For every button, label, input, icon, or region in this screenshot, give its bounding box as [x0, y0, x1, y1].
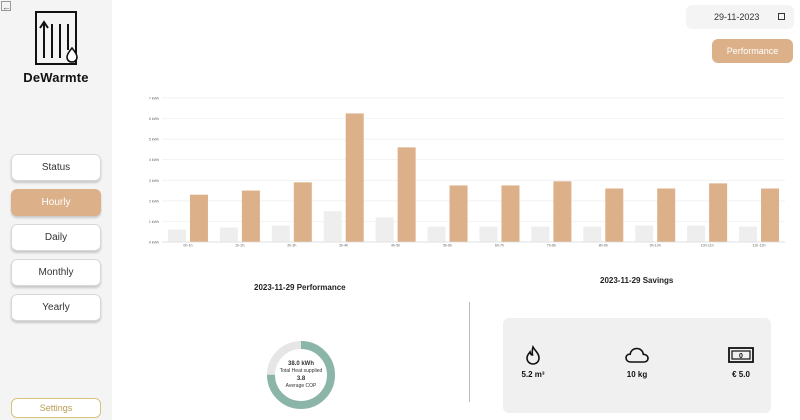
- x-tick-label: 8h-9h: [599, 244, 608, 248]
- bar-series-1: [167, 229, 186, 242]
- bar-series-2: [449, 185, 468, 242]
- x-tick-label: 11h-12h: [753, 244, 766, 248]
- x-tick-label: 9h-10h: [650, 244, 661, 248]
- section-divider: [469, 302, 470, 402]
- bar-series-2: [345, 113, 364, 242]
- co2-saving: 10 kg: [607, 345, 667, 379]
- hourly-energy-chart: 0 kWh 1 kWh 2 kWh 3 kWh 4 kWh 5 kWh 6 kWh 7 kWh…: [149, 97, 785, 248]
- nav-daily-button[interactable]: Daily: [11, 224, 101, 251]
- bar-series-2: [241, 190, 260, 242]
- performance-button[interactable]: Performance: [712, 39, 793, 63]
- date-picker[interactable]: 29-11-2023: [686, 5, 794, 29]
- x-tick-label: 7h-8h: [547, 244, 556, 248]
- bar-series-2: [657, 188, 676, 242]
- donut-labels: 38.0 kWh Total Heat supplied 3.8 Average…: [266, 340, 336, 410]
- performance-donut: [267, 341, 335, 409]
- y-tick-label: 4 kWh: [149, 158, 159, 162]
- nav-yearly-button[interactable]: Yearly: [11, 294, 101, 321]
- x-tick-label: 2h-3h: [287, 244, 296, 248]
- y-tick-label: 5 kWh: [149, 138, 159, 142]
- bar-series-2: [553, 181, 572, 242]
- total-heat-label: Total Heat supplied: [279, 368, 323, 375]
- bar-series-1: [583, 226, 602, 242]
- total-heat-value: 38.0 kWh: [287, 361, 314, 368]
- settings-button[interactable]: Settings: [11, 398, 101, 418]
- y-tick-label: 0 kWh: [149, 241, 159, 245]
- bar-series-2: [709, 183, 728, 242]
- bar-series-1: [531, 226, 550, 242]
- savings-card: 5.2 m³ 10 kg 0 € 5.0: [503, 318, 771, 413]
- y-tick-label: 1 kWh: [149, 220, 159, 224]
- nav-monthly-button[interactable]: Monthly: [11, 259, 101, 286]
- dewarmte-logo-icon: [35, 11, 78, 65]
- date-value: 29-11-2023: [714, 12, 760, 22]
- x-tick-label: 6h-7h: [495, 244, 504, 248]
- co2-saving-value: 10 kg: [626, 370, 648, 379]
- bar-series-2: [761, 188, 780, 242]
- cloud-icon: [625, 347, 649, 363]
- calendar-icon[interactable]: [778, 13, 785, 20]
- bar-series-1: [739, 226, 758, 242]
- bar-series-1: [635, 225, 654, 242]
- back-arrow-icon[interactable]: ←: [1, 1, 11, 12]
- bar-series-2: [189, 194, 208, 242]
- flame-icon: [526, 345, 540, 365]
- x-tick-label: 10h-11h: [701, 244, 714, 248]
- banknote-icon: 0: [728, 347, 754, 363]
- x-tick-label: 3h-4h: [339, 244, 348, 248]
- average-cop-value: 3.8: [296, 376, 306, 382]
- nav-hourly-button[interactable]: Hourly: [11, 189, 101, 216]
- performance-title: 2023-11-29 Performance: [254, 283, 346, 292]
- bar-series-2: [293, 182, 312, 242]
- y-tick-label: 3 kWh: [149, 179, 159, 183]
- svg-text:0: 0: [739, 353, 743, 360]
- bar-series-1: [323, 211, 342, 242]
- x-tick-label: 4h-5h: [391, 244, 400, 248]
- money-saving: 0 € 5.0: [711, 345, 771, 379]
- bar-series-2: [501, 185, 520, 242]
- gas-saving-value: 5.2 m³: [521, 370, 545, 379]
- savings-title: 2023-11-29 Savings: [600, 276, 674, 285]
- money-saving-value: € 5.0: [732, 370, 750, 379]
- nav-status-button[interactable]: Status: [11, 154, 101, 181]
- bar-series-2: [397, 147, 416, 242]
- x-tick-label: 0h-1h: [183, 244, 192, 248]
- y-tick-label: 7 kWh: [149, 97, 159, 101]
- average-cop-label: Average COP: [285, 383, 317, 390]
- bar-series-1: [479, 226, 498, 242]
- bar-series-1: [427, 226, 446, 242]
- y-tick-label: 6 kWh: [149, 117, 159, 121]
- gas-saving: 5.2 m³: [503, 345, 563, 379]
- donut-progress-arc: [267, 341, 335, 409]
- bar-series-1: [271, 225, 290, 242]
- bar-series-2: [605, 188, 624, 242]
- sidebar: ← DeWarmte Status Hourly Daily Monthly Y…: [0, 0, 112, 420]
- y-tick-label: 2 kWh: [149, 199, 159, 203]
- x-tick-label: 5h-6h: [443, 244, 452, 248]
- x-tick-label: 1h-2h: [235, 244, 244, 248]
- bar-series-1: [687, 225, 706, 242]
- bar-series-1: [375, 217, 394, 242]
- brand-name: DeWarmte: [23, 70, 89, 85]
- bar-series-1: [219, 227, 238, 242]
